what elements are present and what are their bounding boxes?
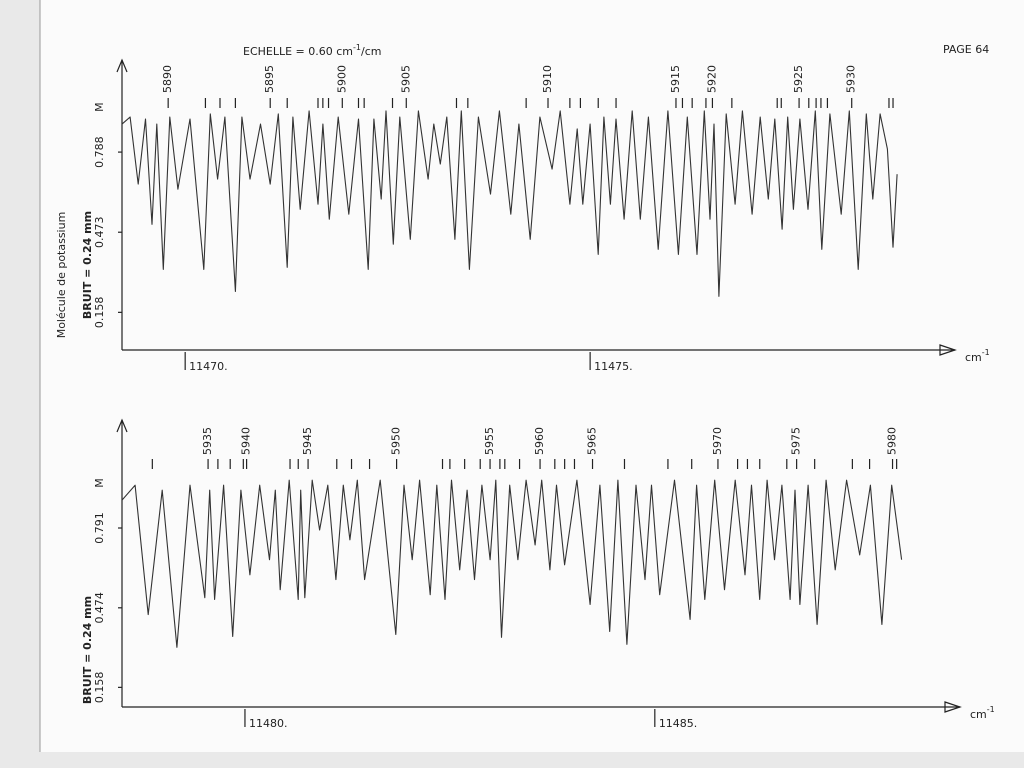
scale-unit: /cm [361, 45, 381, 58]
line-label: 5955 [483, 427, 496, 455]
y-axis-arrow [116, 58, 128, 73]
spectrum-line [121, 110, 898, 297]
x-axis-unit-sup: -1 [982, 348, 990, 357]
y-tick-label: 0.788 [93, 136, 106, 168]
paper [40, 0, 1024, 752]
line-label: 5915 [669, 65, 682, 93]
scale-note: ECHELLE = 0.60 cm-1/cm [243, 43, 382, 59]
x-axis-label: cm-1 [970, 705, 995, 722]
x-axis-label: cm-1 [965, 348, 990, 365]
x-tick-label: 11485. [659, 717, 698, 730]
line-label: 5930 [845, 65, 858, 93]
line-label: 5970 [711, 427, 724, 455]
y-axis-label: BRUIT = 0.24 mm [81, 211, 94, 319]
line-label: 5965 [586, 427, 599, 455]
y-axis-arrow [116, 418, 128, 433]
line-label: 5935 [201, 427, 214, 455]
page-number: PAGE 64 [943, 43, 989, 56]
y-symbol: M [93, 102, 106, 112]
x-axis-unit-sup: -1 [987, 705, 995, 714]
x-axis-arrow [944, 701, 962, 713]
x-tick-label: 11480. [249, 717, 288, 730]
y-tick-label: 0.474 [93, 592, 106, 624]
x-axis-arrow [939, 344, 957, 356]
y-symbol: M [93, 478, 106, 488]
x-tick-label: 11470. [189, 360, 228, 373]
line-label: 5895 [263, 65, 276, 93]
spectrum-line [121, 479, 903, 648]
line-label: 5905 [399, 65, 412, 93]
scale-text: ECHELLE = 0.60 cm [243, 45, 353, 58]
line-label: 5950 [390, 427, 403, 455]
side-label: Molécule de potassium [55, 212, 68, 339]
x-axis-unit: cm [970, 708, 987, 721]
line-label: 5925 [792, 65, 805, 93]
line-label: 5890 [161, 65, 174, 93]
y-tick-label: 0.158 [93, 297, 106, 329]
line-label: 5910 [541, 65, 554, 93]
y-axis-label: BRUIT = 0.24 mm [81, 596, 94, 704]
y-tick-label: 0.158 [93, 672, 106, 704]
line-label: 5920 [705, 65, 718, 93]
scale-sup: -1 [353, 43, 361, 52]
line-label: 5960 [533, 427, 546, 455]
line-label: 5975 [790, 427, 803, 455]
y-tick-label: 0.473 [93, 216, 106, 248]
line-label: 5980 [886, 427, 899, 455]
line-label: 5900 [335, 65, 348, 93]
y-tick-label: 0.791 [93, 512, 106, 544]
x-tick-label: 11475. [594, 360, 633, 373]
line-label: 5940 [240, 427, 253, 455]
x-axis-unit: cm [965, 351, 982, 364]
line-label: 5945 [301, 427, 314, 455]
